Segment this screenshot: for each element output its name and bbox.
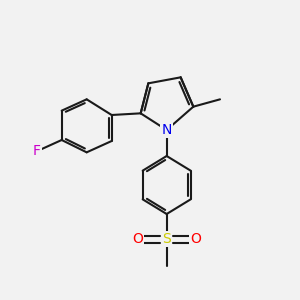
Text: F: F [33,144,41,158]
Text: O: O [190,232,201,246]
Text: N: N [161,123,172,137]
Text: S: S [162,232,171,246]
Text: O: O [132,232,143,246]
